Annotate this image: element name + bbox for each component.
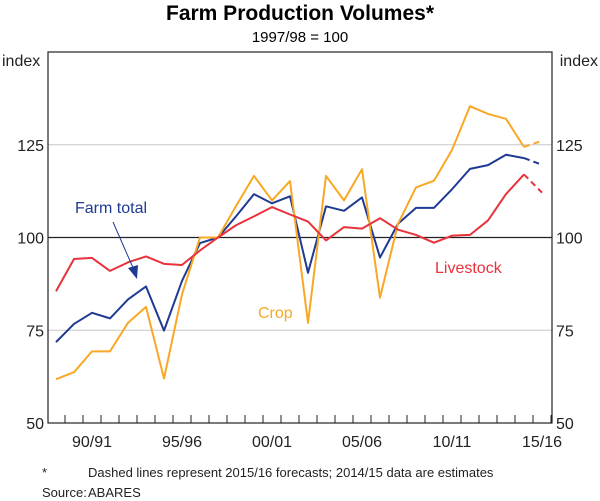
farm-total-arrow (112, 221, 135, 271)
x-tick-label: 05/06 (342, 434, 382, 451)
y-tick-label-right: 75 (556, 323, 574, 340)
series-line-livestock (55, 173, 525, 292)
y-tick-label-right: 125 (556, 138, 583, 155)
series-label-livestock: Livestock (435, 260, 503, 277)
chart-title: Farm Production Volumes* (166, 2, 435, 25)
plot-frame (47, 51, 553, 424)
x-tick-label: 10/11 (433, 434, 472, 451)
footnote-marker: * (42, 465, 47, 480)
chart-subtitle: 1997/98 = 100 (252, 29, 348, 46)
y-tick-label-left: 100 (17, 231, 44, 248)
x-tick-label: 00/01 (252, 434, 292, 451)
y-axis-label-right: index (560, 53, 598, 70)
series-forecast-crop (523, 139, 543, 148)
footnote: Dashed lines represent 2015/16 forecasts… (88, 465, 494, 480)
y-tick-label-right: 50 (556, 416, 574, 433)
series-forecast-farm-total (523, 157, 543, 166)
series-line-crop (55, 105, 525, 381)
source-label: Source: (42, 485, 87, 500)
source: ABARES (88, 485, 141, 500)
y-tick-label-left: 125 (17, 138, 44, 155)
arrow-head (128, 265, 138, 279)
x-tick-label: 95/96 (162, 434, 202, 451)
series-label-crop: Crop (258, 305, 293, 322)
x-tick-label: 15/16 (522, 434, 562, 451)
series-label-farm-total: Farm total (75, 200, 147, 217)
series-forecast-livestock (523, 173, 543, 194)
y-axis-label-left: index (2, 53, 40, 70)
x-tick-label: 90/91 (72, 434, 112, 451)
series-line-farm-total (55, 153, 525, 343)
y-tick-label-left: 75 (26, 323, 44, 340)
y-tick-label-right: 100 (556, 231, 583, 248)
y-tick-label-left: 50 (26, 416, 44, 433)
